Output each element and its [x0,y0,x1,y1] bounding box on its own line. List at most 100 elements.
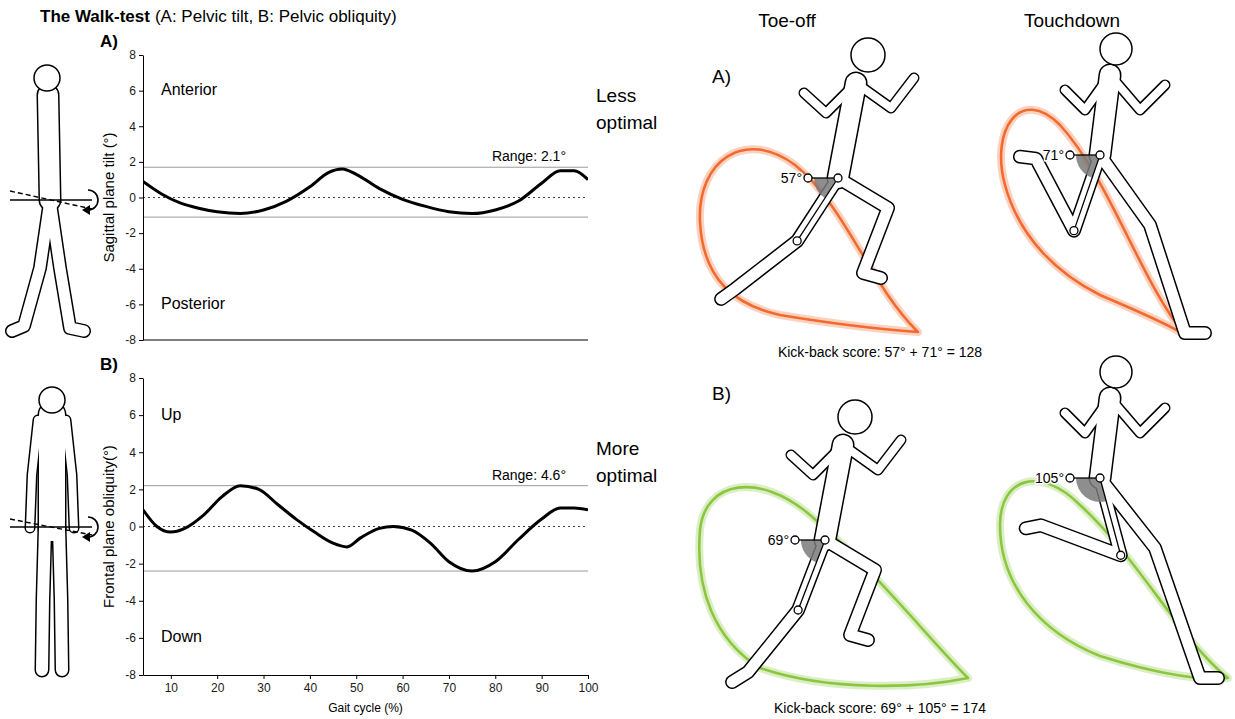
y-tick-label: -4 [125,594,136,608]
y-tick-label: -6 [125,298,136,312]
runner-panel: B)Moreoptimal69°105°Kick-back score: 69°… [596,356,1228,716]
title-main: The Walk-test [40,7,150,26]
y-tick-mark [139,452,143,453]
reference-line [143,526,588,527]
reference-line [143,167,588,168]
runner: 69° [732,400,901,682]
angle-label: 57° [781,170,802,186]
panel-letter: A) [712,66,731,87]
joint-marker [794,606,802,614]
x-tick-label: 80 [489,681,503,695]
rotation-arrowhead [82,532,90,542]
x-tick-label: 10 [165,681,179,695]
y-tick-label: 8 [129,48,136,62]
y-tick-mark [139,527,143,528]
optimality-label-line: More [596,438,639,459]
data-line [143,169,588,214]
walker-body [12,200,50,331]
marks [143,486,588,571]
chart-panel: -8-6-4-202468Sagittal plane tilt (°)A)An… [100,32,588,347]
y-tick-mark [139,91,143,92]
walker-body [42,528,45,670]
x-tick: 100 [578,675,598,695]
trajectory-glow [700,149,918,332]
walker-body [66,420,74,528]
runner-body [1110,75,1165,110]
hip-angle-wedge [814,178,838,198]
walker-body [42,528,45,670]
panel-letter: B) [100,355,118,374]
x-axis-line [144,675,589,676]
x-tick-mark [449,675,450,679]
title-sub: (A: Pelvic tilt, B: Pelvic obliquity) [155,7,397,26]
y-tick: 0 [129,520,143,534]
x-axis: 102030405060708090100 [144,675,599,695]
y-tick-label: -2 [125,226,136,240]
x-tick-mark [356,675,357,679]
x-tick-label: 40 [304,681,318,695]
y-axis-line [143,379,144,676]
y-tick-mark [139,601,143,602]
walker-body [12,200,50,331]
joint-marker [1096,151,1104,159]
reference-line [143,571,588,572]
runner-body [732,540,825,682]
runner-body [1100,478,1218,678]
runner-body [825,540,875,640]
runner-body [804,83,856,113]
x-tick: 50 [350,675,364,695]
x-tick: 20 [211,675,225,695]
head [851,38,885,72]
runner-body [721,178,838,299]
range-label: Range: 4.6° [492,467,566,483]
angle-label: 71° [1043,147,1064,163]
figure-title: The Walk-test (A: Pelvic tilt, B: Pelvic … [40,7,397,26]
x-tick-label: 90 [535,681,549,695]
x-tick-mark [264,675,265,679]
reference-lines [143,167,588,217]
head [1100,33,1132,65]
reference-line [143,485,588,486]
x-tick: 80 [489,675,503,695]
walker-body [66,420,74,528]
kick-back-score: Kick-back score: 57° + 71° = 128 [778,344,982,360]
joint-marker [804,174,812,182]
runner-panel: A)Lessoptimal57°71°Kick-back score: 57° … [596,33,1205,360]
y-tick-label: 4 [129,446,136,460]
y-tick-label: -2 [125,557,136,571]
data-line [143,486,588,571]
head [838,400,872,434]
y-tick-mark [139,415,143,416]
walker-body [30,420,38,528]
x-tick-label: 100 [578,681,598,695]
y-axis-title: Sagittal plane tilt (°) [100,132,117,262]
chart-panel: -8-6-4-202468102030405060708090100Gait c… [100,355,599,715]
y-tick-label: 2 [129,483,136,497]
x-tick-mark [403,675,404,679]
walker-body [39,415,65,528]
x-tick: 90 [535,675,549,695]
y-tick-label: 6 [129,84,136,98]
joint-marker [1066,474,1074,482]
y-tick-mark [139,198,143,199]
y-tick: -4 [125,262,143,276]
y-axis: -8-6-4-202468 [125,371,143,682]
y-tick-mark [139,675,143,676]
y-tick-mark [139,233,143,234]
runner-body [1020,155,1100,231]
column-title: Touchdown [1024,10,1120,31]
joint-marker [834,174,842,182]
walker-body [50,200,84,331]
y-tick: -6 [125,298,143,312]
joint-marker [1070,227,1078,235]
x-tick: 10 [165,675,179,695]
column-title: Toe-off [758,10,816,31]
y-tick-mark [139,304,143,305]
figure: The Walk-test (A: Pelvic tilt, B: Pelvic … [0,0,1235,719]
y-tick-label: -8 [125,333,136,347]
runner: 105° [1026,356,1218,678]
x-tick-mark [171,675,172,679]
joint-marker [1096,474,1104,482]
runner-body [791,445,843,475]
joint-marker [791,536,799,544]
